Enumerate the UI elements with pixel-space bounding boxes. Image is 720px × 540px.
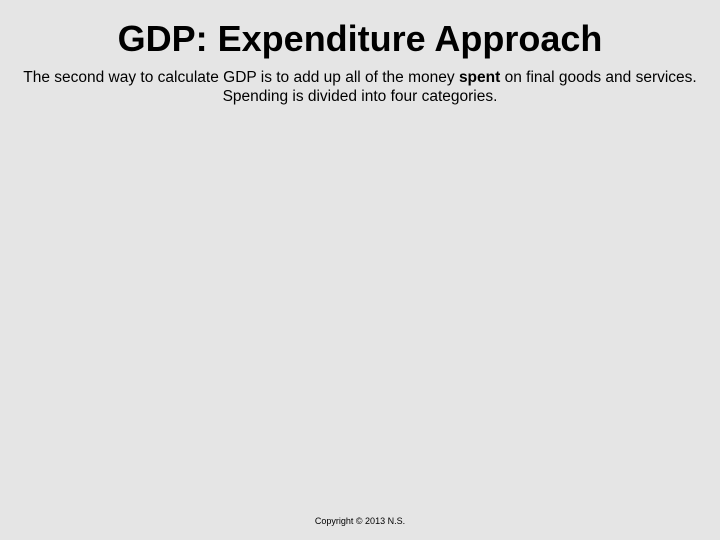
copyright-text: Copyright © 2013 N.S. (0, 516, 720, 526)
body-text-prefix: The second way to calculate GDP is to ad… (23, 69, 459, 86)
slide-body-text: The second way to calculate GDP is to ad… (0, 68, 720, 107)
slide-title: GDP: Expenditure Approach (0, 0, 720, 68)
body-text-emphasis: spent (459, 69, 500, 86)
